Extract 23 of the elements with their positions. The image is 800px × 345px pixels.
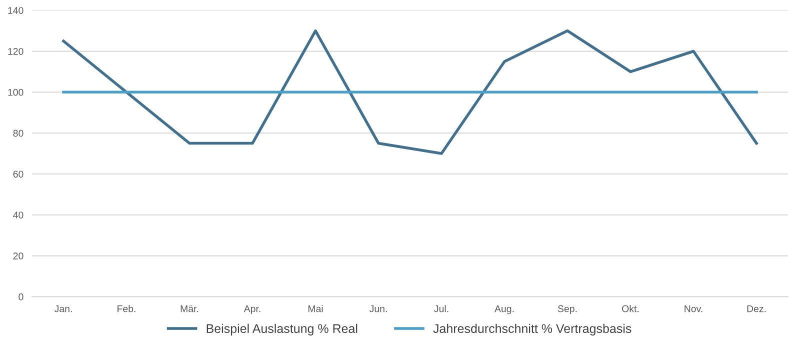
x-tick-label: Aug. [494,305,514,314]
y-tick-label: 60 [13,170,24,178]
x-tick-label: Mär. [180,305,198,312]
x-tick-label: Nov. [684,305,702,312]
legend-label: Jahresdurchschnitt % Vertragsbasis [433,324,632,336]
x-tick-label: Dez. [747,305,766,312]
x-tick-label: Jan. [54,305,72,312]
line-series [62,29,758,155]
x-tick-label: Sep. [558,305,577,314]
y-tick-label: 120 [8,48,24,55]
x-tick-label: Feb. [118,305,136,312]
y-tick-label: 0 [18,293,24,300]
x-tick-label: Mai [308,305,323,312]
x-tick-label: Jul. [434,305,448,312]
legend-label: Beispiel Auslastung % Real [206,324,358,336]
y-tick-label: 40 [13,212,24,219]
x-tick-label: Jun. [369,305,387,312]
x-tick-label: Apr. [244,305,260,314]
y-tick-label: 100 [8,88,24,96]
y-tick-label: 20 [13,252,24,260]
y-tick-label: 140 [8,7,24,14]
x-tick-label: Okt. [622,305,639,312]
y-tick-label: 80 [13,130,24,137]
